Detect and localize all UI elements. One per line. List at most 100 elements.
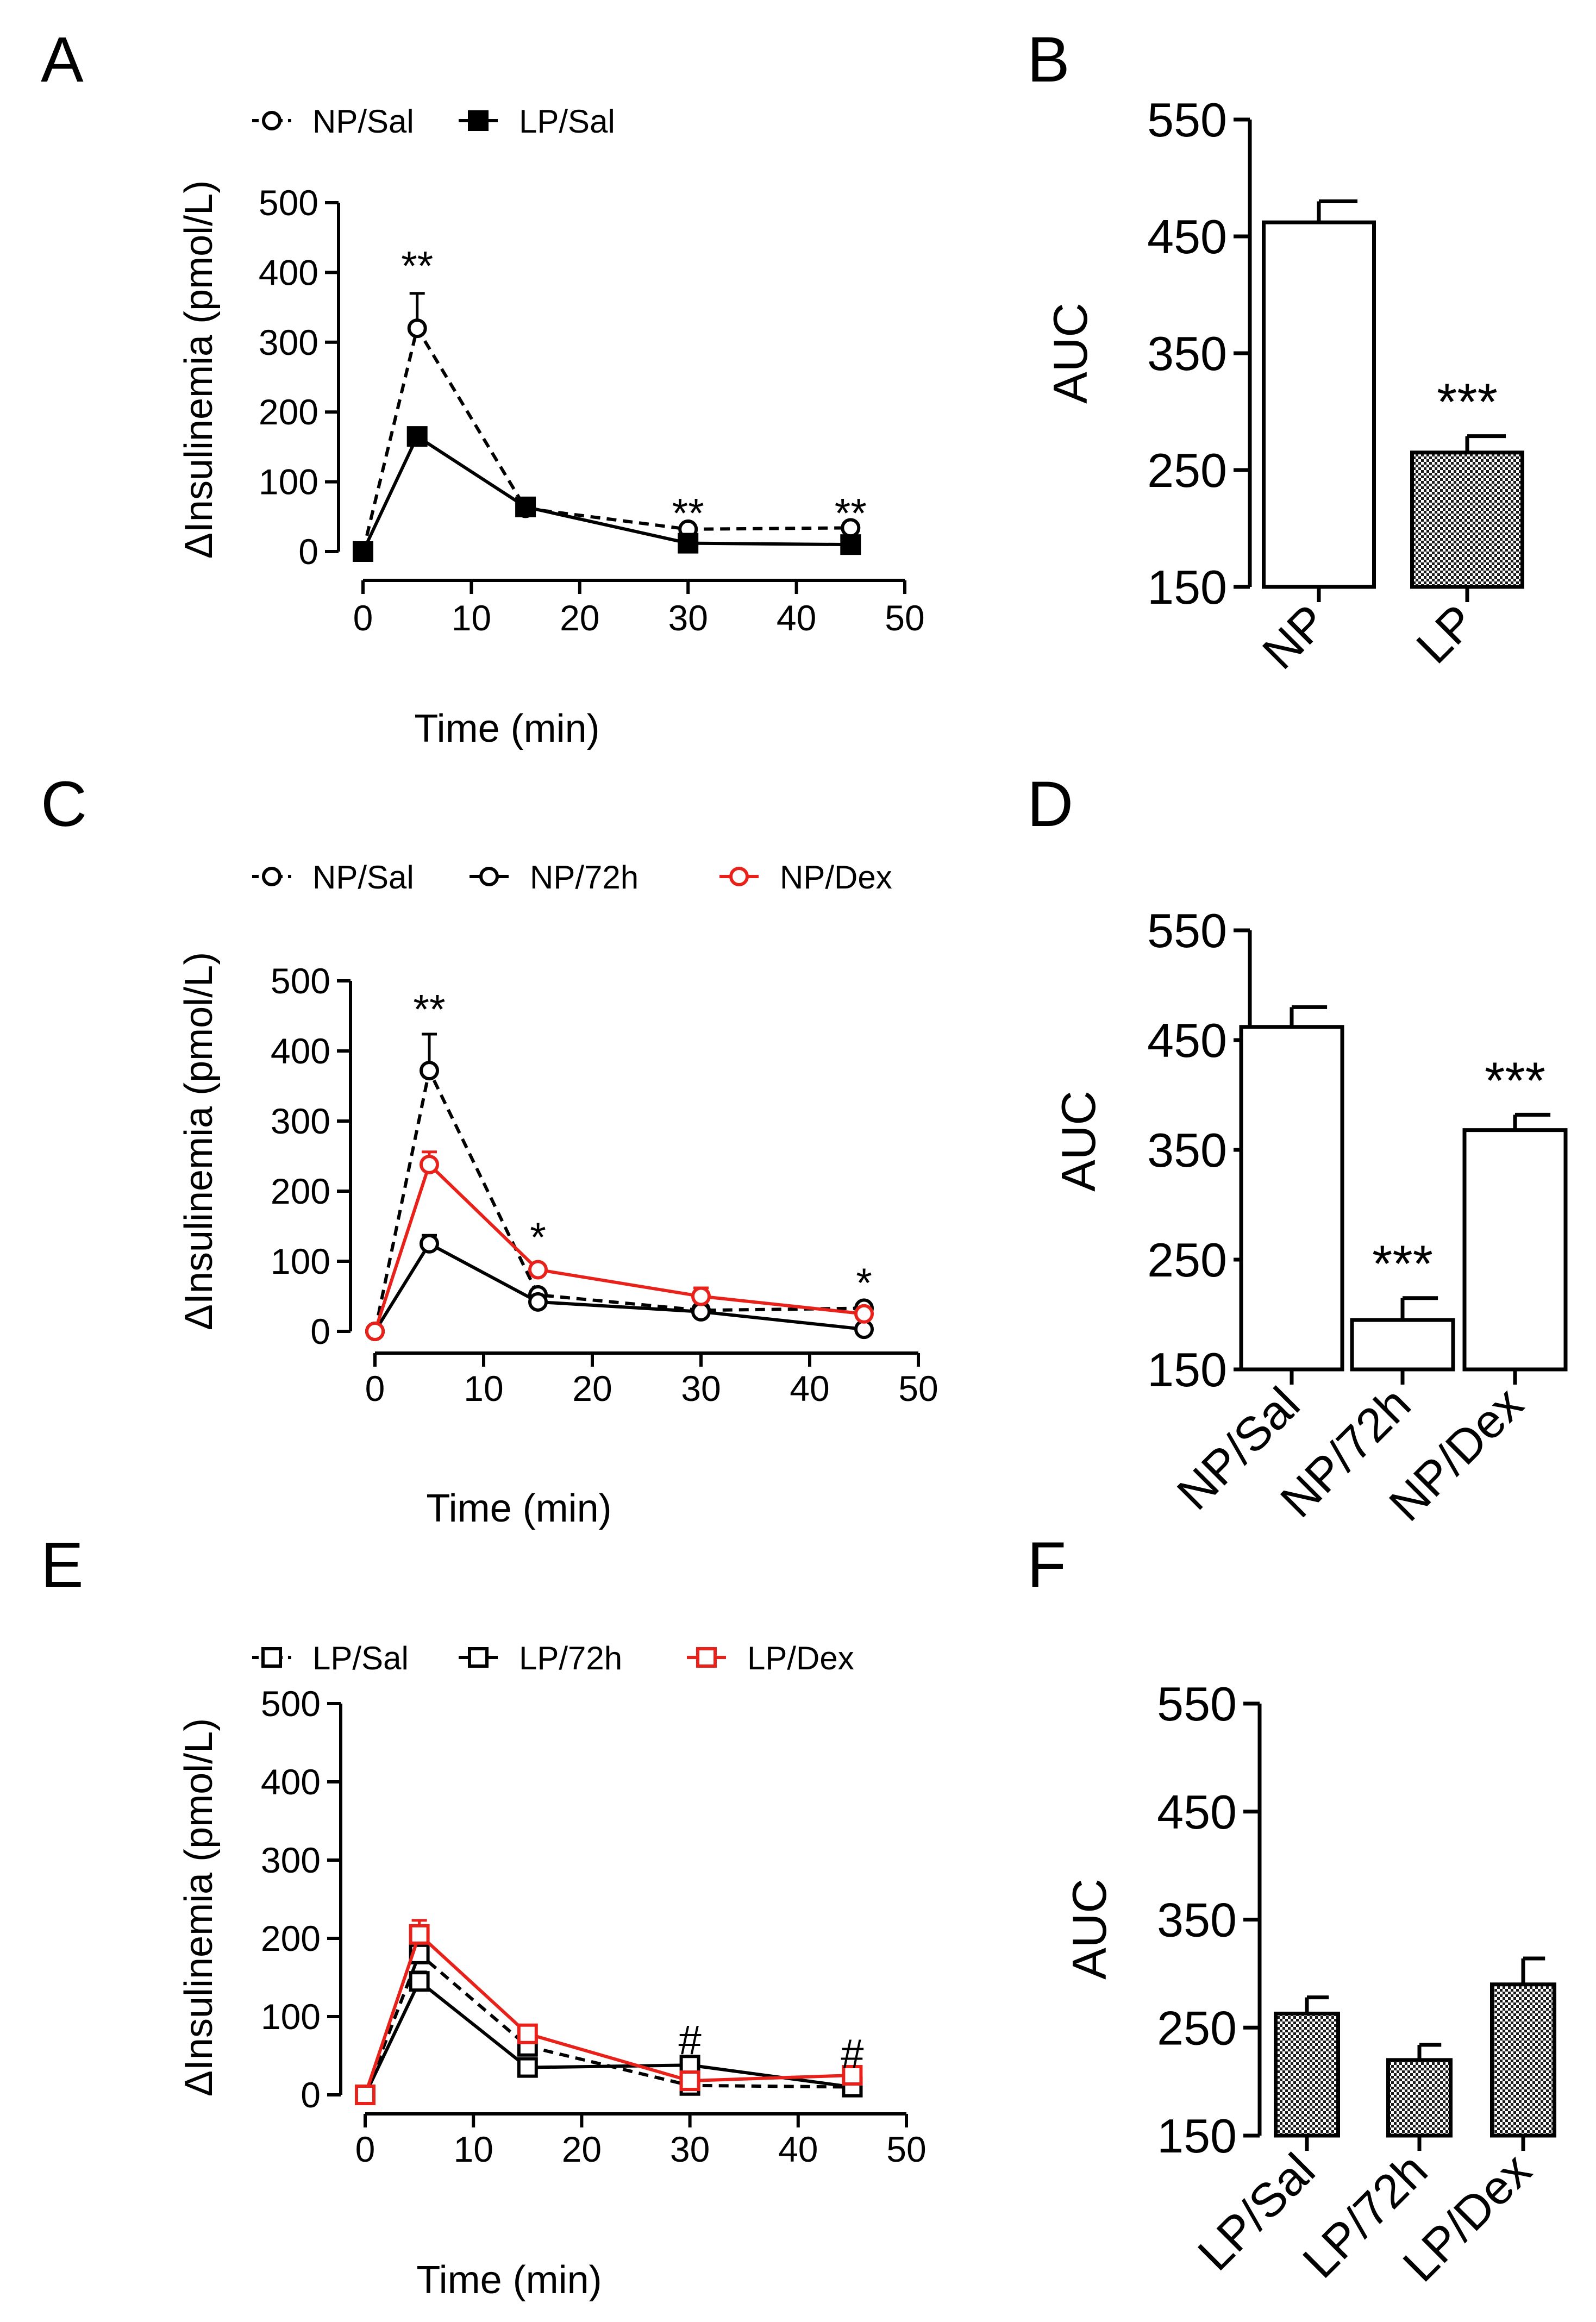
y-tick-label: 300 <box>271 1101 330 1141</box>
x-tick-label: 30 <box>681 1368 721 1409</box>
marker <box>407 318 427 339</box>
marker <box>420 1234 439 1254</box>
category-label: LP <box>1406 594 1485 673</box>
series-line <box>373 1241 865 1332</box>
legend-label: LP/Dex <box>747 1640 854 1676</box>
y-axis-title: AUC <box>1062 1879 1116 1980</box>
marker <box>468 110 489 131</box>
series-line <box>361 434 851 553</box>
series-lp-72h: LP/72h <box>355 1640 863 2105</box>
y-axis-title: ΔInsulinemia (pmol/L) <box>177 952 221 1330</box>
marker <box>840 534 861 555</box>
y-tick-label: 450 <box>1157 1785 1237 1839</box>
y-tick-label: 450 <box>1147 210 1227 264</box>
bar <box>1350 1318 1455 1372</box>
y-tick-label: 0 <box>310 1311 330 1351</box>
x-tick-label: 50 <box>898 1368 938 1409</box>
y-tick-label: 150 <box>1147 560 1227 614</box>
significance-mark: ** <box>413 987 445 1033</box>
y-tick-label: 400 <box>271 1031 330 1071</box>
y-tick-label: 350 <box>1147 1123 1227 1177</box>
marker <box>365 1322 385 1341</box>
y-tick-label: 250 <box>1147 1233 1227 1287</box>
significance-mark: *** <box>1372 1235 1433 1293</box>
x-tick-label: 30 <box>668 598 708 638</box>
x-tick-label: 40 <box>778 2129 818 2169</box>
y-tick-label: 500 <box>271 961 330 1001</box>
bar <box>1239 1025 1344 1372</box>
series-np-sal: NP/Sal <box>252 103 861 561</box>
marker <box>409 1924 430 1945</box>
x-tick-label: 40 <box>790 1368 829 1409</box>
y-tick-label: 0 <box>301 2075 321 2115</box>
y-tick-label: 450 <box>1147 1013 1227 1067</box>
marker <box>262 111 281 130</box>
marker <box>528 1292 548 1312</box>
panel-label: A <box>41 24 84 96</box>
y-tick-label: 250 <box>1147 443 1227 497</box>
marker <box>409 1943 430 1964</box>
marker <box>515 496 536 517</box>
x-tick-label: 50 <box>885 598 924 638</box>
x-tick-label: 10 <box>464 1368 503 1409</box>
y-axis-title: AUC <box>1043 303 1097 404</box>
marker <box>528 1260 548 1280</box>
marker <box>842 2065 863 2086</box>
panel-label: E <box>41 1529 84 1601</box>
series-np-sal: NP/Sal <box>252 859 874 1341</box>
legend-label: LP/Sal <box>519 103 615 140</box>
x-tick-label: 50 <box>886 2129 926 2169</box>
series-lp-sal: LP/Sal <box>353 103 861 562</box>
x-tick-label: 10 <box>453 2129 493 2169</box>
y-tick-label: 400 <box>259 252 318 292</box>
series-lp-sal: LP/Sal <box>252 1640 863 2105</box>
y-tick-label: 150 <box>1157 2109 1237 2163</box>
bar <box>1462 1128 1568 1372</box>
y-tick-label: 200 <box>271 1171 330 1211</box>
panel-e: E 0 100 200 300 400 500 0 10 20 30 40 50 Time (min) ΔI… <box>41 1529 927 2302</box>
y-tick-label: 350 <box>1147 327 1227 380</box>
y-tick-label: 100 <box>271 1241 330 1281</box>
y-tick-label: 200 <box>259 392 318 432</box>
legend-label: NP/Dex <box>780 859 892 896</box>
x-tick-label: 0 <box>355 2129 375 2169</box>
marker <box>406 426 428 447</box>
bar <box>1274 2011 1340 2138</box>
marker <box>262 867 281 886</box>
x-tick-label: 10 <box>452 598 491 638</box>
series-line <box>373 1065 865 1332</box>
y-tick-label: 550 <box>1147 93 1227 147</box>
legend-label: NP/Sal <box>312 859 414 896</box>
legend-label: LP/Sal <box>312 1640 409 1676</box>
x-tick-label: 30 <box>670 2129 710 2169</box>
marker <box>355 2085 375 2105</box>
marker <box>517 2023 538 2044</box>
series-line <box>364 1931 853 2095</box>
marker <box>517 2057 538 2078</box>
marker <box>353 541 373 562</box>
x-tick-label: 0 <box>353 598 373 638</box>
significance-mark: # <box>678 2017 701 2063</box>
x-axis-title: Time (min) <box>414 707 599 750</box>
y-tick-label: 500 <box>261 1683 321 1724</box>
series-np-72h: NP/72h <box>365 859 874 1341</box>
marker <box>691 1286 711 1306</box>
marker <box>468 1647 489 1668</box>
bar <box>1262 220 1376 589</box>
y-axis-title: AUC <box>1052 1091 1105 1192</box>
legend-label: NP/72h <box>530 859 639 896</box>
legend-label: NP/Sal <box>312 103 414 140</box>
y-tick-label: 150 <box>1147 1343 1227 1397</box>
y-tick-label: 250 <box>1157 2001 1237 2055</box>
category-label: NP <box>1252 594 1337 679</box>
x-tick-label: 20 <box>572 1368 612 1409</box>
marker <box>409 1971 430 1992</box>
panel-label: F <box>1027 1529 1066 1601</box>
marker <box>479 867 499 886</box>
marker <box>420 1154 439 1174</box>
x-tick-label: 20 <box>560 598 599 638</box>
y-axis-title: ΔInsulinemia (pmol/L) <box>177 1718 221 2096</box>
series-lp-dex: LP/Dex <box>355 1640 863 2105</box>
